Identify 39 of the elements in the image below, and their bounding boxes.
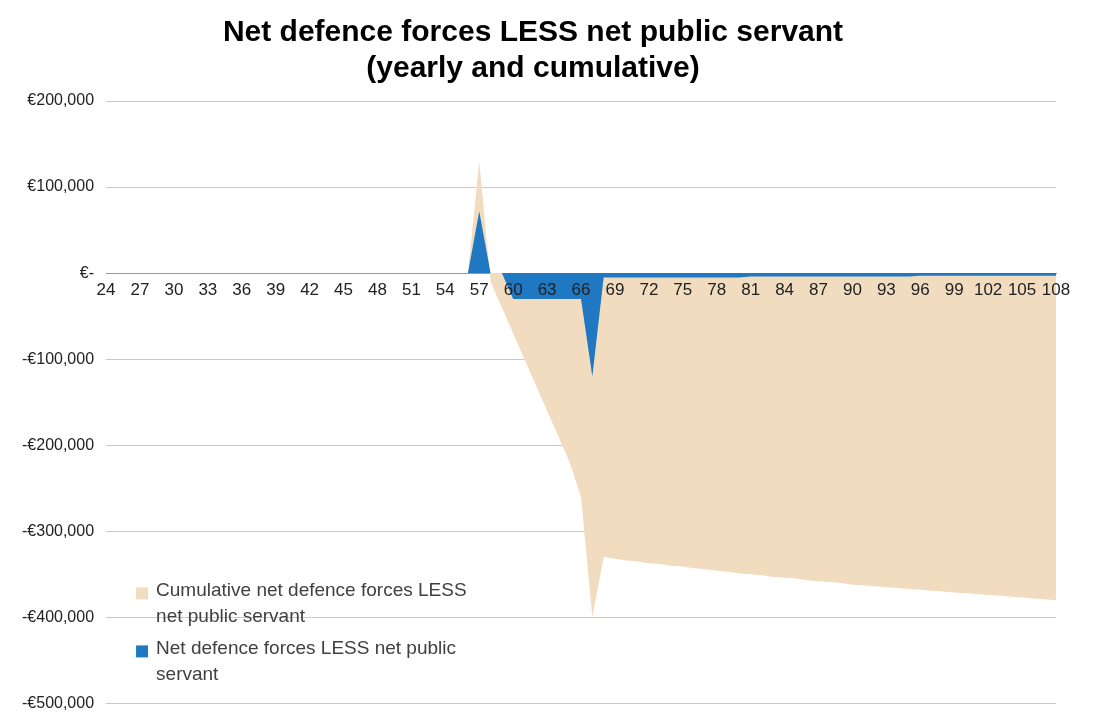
legend-label: Cumulative net defence forces LESS net public servant (156, 579, 467, 627)
x-tick-label: 24 (96, 280, 116, 300)
x-tick-label: 93 (876, 280, 896, 300)
x-tick-label: 48 (368, 280, 387, 300)
x-tick-label: 78 (707, 280, 727, 300)
y-tick-label: -€300,000 (22, 521, 95, 539)
y-tick-label: €100,000 (27, 177, 95, 195)
x-tick-label: 36 (232, 280, 252, 300)
x-tick-label: 75 (673, 280, 693, 300)
x-tick-label: 66 (571, 280, 591, 300)
x-tick-label: 45 (334, 280, 354, 300)
x-tick-label: 81 (741, 280, 761, 300)
x-tick-label: 105 (1007, 280, 1037, 300)
x-tick-label: 57 (469, 280, 489, 300)
x-tick-label: 72 (639, 280, 659, 300)
legend-label: Net defence forces LESS net public servant (156, 637, 457, 685)
y-tick-label: -€100,000 (22, 349, 95, 367)
x-tick-label: 69 (605, 280, 625, 300)
y-tick-label: -€400,000 (22, 607, 95, 625)
x-tick-label: 99 (944, 280, 964, 300)
x-tick-label: 108 (1041, 280, 1071, 300)
x-tick-label: 39 (266, 280, 286, 300)
x-tick-label: 51 (401, 280, 421, 300)
y-tick-label: -€500,000 (22, 693, 95, 711)
x-tick-label: 87 (809, 280, 828, 300)
x-tick-label: 27 (130, 280, 150, 300)
y-tick-label: €200,000 (27, 91, 95, 109)
y-tick-label: -€200,000 (22, 435, 95, 453)
x-tick-label: 63 (537, 280, 557, 300)
x-tick-label: 90 (842, 280, 862, 300)
chart-title: Net defence forces LESS net public servant (yearly and cumulative) (222, 14, 844, 84)
y-tick-label: €- (79, 263, 95, 281)
x-tick-label: 102 (973, 280, 1003, 300)
x-tick-label: 54 (435, 280, 455, 300)
x-tick-label: 33 (198, 280, 218, 300)
x-tick-label: 42 (300, 280, 320, 300)
x-tick-label: 84 (775, 280, 795, 300)
x-tick-label: 96 (910, 280, 930, 300)
x-tick-label: 30 (164, 280, 184, 300)
